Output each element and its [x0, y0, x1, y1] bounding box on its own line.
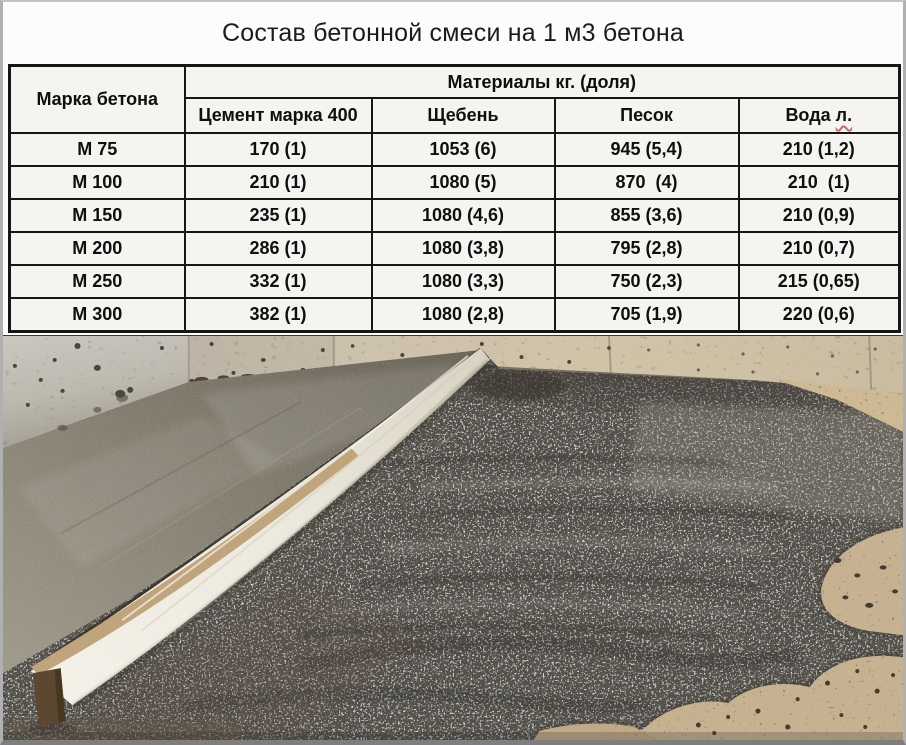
page-title: Состав бетонной смеси на 1 м3 бетона	[221, 18, 684, 47]
water-column-header: Вода л.	[737, 97, 901, 134]
water-value: 210 (0,7)	[737, 231, 901, 266]
table-row: М 200 286 (1) 1080 (3,8) 795 (2,8) 210 (…	[8, 231, 901, 266]
rail-grain	[121, 355, 479, 645]
sand-column-header: Песок	[553, 97, 740, 134]
cement-column-header: Цемент марка 400	[183, 97, 373, 134]
concrete-mix-table: Марка бетона Материалы кг. (доля) Цемент…	[8, 64, 902, 333]
gravel-value: 1080 (5)	[370, 165, 556, 200]
grade-cell: М 150	[8, 198, 186, 233]
photo-bottom-shade	[3, 732, 903, 740]
cement-value: 170 (1)	[183, 132, 373, 167]
table-wrap: Марка бетона Материалы кг. (доля) Цемент…	[3, 64, 903, 335]
table-row: М 150 235 (1) 1080 (4,6) 855 (3,6) 210 (…	[8, 198, 901, 233]
grade-cell: М 250	[8, 264, 186, 299]
gravel-value: 1080 (4,6)	[370, 198, 556, 233]
sand-pebbles	[695, 669, 896, 736]
cement-value: 235 (1)	[183, 198, 373, 233]
water-value: 210 (1,2)	[737, 132, 901, 167]
water-header-unit: л.	[835, 105, 853, 125]
gravel-value: 1053 (6)	[370, 132, 556, 167]
cement-value: 286 (1)	[183, 231, 373, 266]
concrete-crumbs	[833, 557, 899, 608]
gravel-value: 1080 (3,3)	[370, 264, 556, 299]
cement-value: 210 (1)	[183, 165, 373, 200]
sand-value: 750 (2,3)	[553, 264, 740, 299]
water-value: 215 (0,65)	[737, 264, 901, 299]
gravel-value: 1080 (3,8)	[370, 231, 556, 266]
water-value: 210 (0,9)	[737, 198, 901, 233]
wooden-stake	[26, 668, 75, 735]
sand-value: 945 (5,4)	[553, 132, 740, 167]
rail-shadow	[73, 360, 492, 710]
table-header-row: Марка бетона Материалы кг. (доля)	[8, 64, 901, 134]
sand-value: 870 (4)	[553, 165, 740, 200]
table-row: М 75 170 (1) 1053 (6) 945 (5,4) 210 (1,2…	[8, 132, 901, 167]
cement-value: 332 (1)	[183, 264, 373, 299]
table-subheader-row: Цемент марка 400 Щебень Песок Вода л.	[10, 97, 901, 134]
grade-cell: М 100	[8, 165, 186, 200]
fresh-concrete	[3, 347, 903, 740]
water-value: 220 (0,6)	[737, 297, 901, 333]
grade-cell: М 75	[8, 132, 186, 167]
water-header-word: Вода	[785, 105, 831, 125]
cement-value: 382 (1)	[183, 297, 373, 333]
concrete-pour-photo	[3, 336, 903, 740]
gravel-column-header: Щебень	[370, 97, 556, 134]
table-row: М 100 210 (1) 1080 (5) 870 (4) 210 (1)	[8, 165, 901, 200]
photo-wrap	[3, 335, 903, 740]
sand-value: 795 (2,8)	[553, 231, 740, 266]
sand-value: 855 (3,6)	[553, 198, 740, 233]
gravel-value: 1080 (2,8)	[370, 297, 556, 333]
title-band: Состав бетонной смеси на 1 м3 бетона	[3, 2, 903, 64]
sheen-ripples-light	[330, 476, 779, 619]
screed-rail	[29, 347, 492, 710]
screed-smudges	[57, 393, 129, 431]
grade-column-header: Марка бетона	[8, 64, 186, 134]
grade-cell: М 200	[8, 231, 186, 266]
sand-value: 705 (1,9)	[553, 297, 740, 333]
table-row: М 300 382 (1) 1080 (2,8) 705 (1,9) 220 (…	[8, 297, 901, 333]
water-value: 210 (1)	[737, 165, 901, 200]
grade-cell: М 300	[8, 297, 186, 333]
table-row: М 250 332 (1) 1080 (3,3) 750 (2,3) 215 (…	[8, 264, 901, 299]
materials-group-header: Материалы кг. (доля)	[183, 64, 901, 99]
